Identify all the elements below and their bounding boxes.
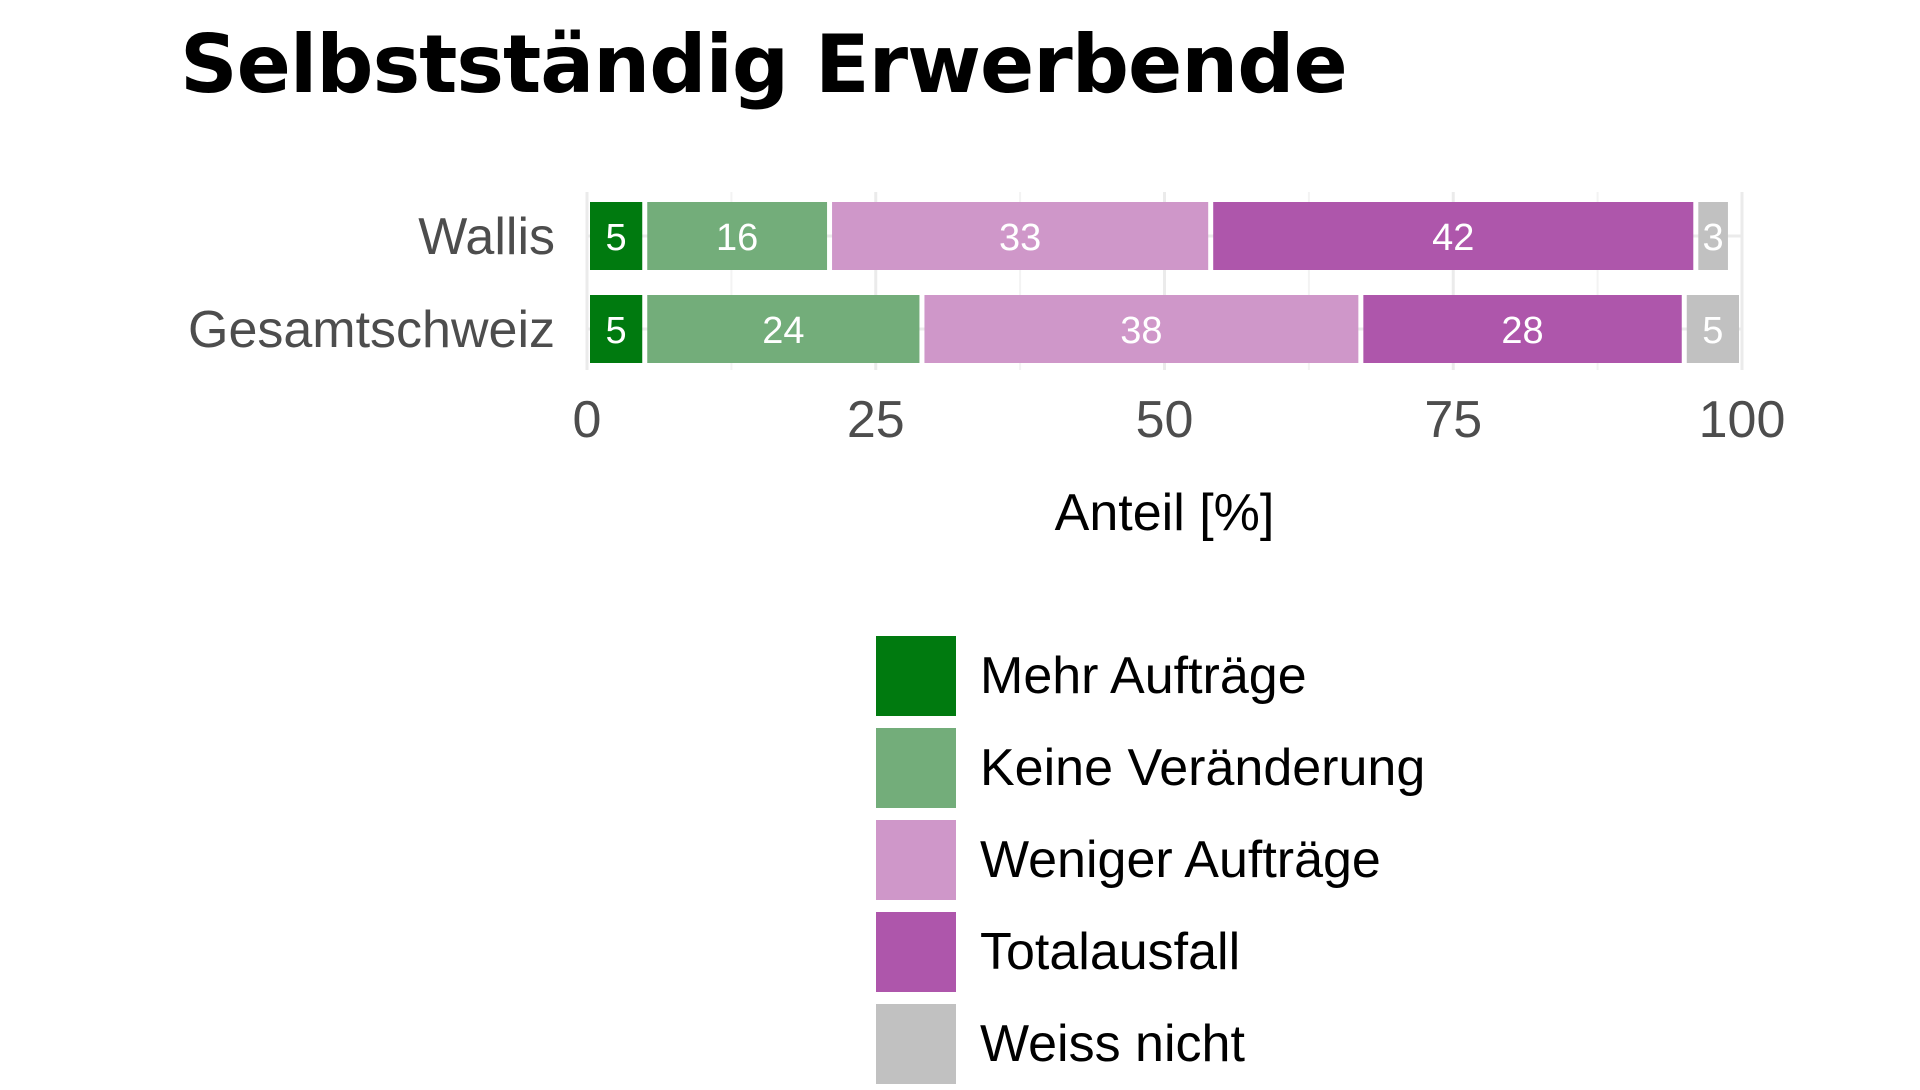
legend-swatch xyxy=(876,636,956,716)
category-label: Wallis xyxy=(418,208,555,266)
bar-segment xyxy=(647,295,920,363)
legend-item: Weniger Aufträge xyxy=(876,814,1425,906)
bar-segment xyxy=(1213,202,1694,270)
bar-value-label: 24 xyxy=(762,310,804,352)
bar-value-label: 16 xyxy=(716,217,758,259)
bar-value-label: 28 xyxy=(1501,310,1543,352)
legend-item: Weiss nicht xyxy=(876,998,1425,1090)
legend-item: Keine Veränderung xyxy=(876,722,1425,814)
legend-label: Mehr Aufträge xyxy=(980,647,1307,705)
x-tick-label: 0 xyxy=(573,391,602,449)
bar-segment xyxy=(647,202,828,270)
bar-segment xyxy=(832,202,1209,270)
legend-label: Keine Veränderung xyxy=(980,739,1426,797)
legend: Mehr Aufträge Keine Veränderung Weniger Au… xyxy=(876,630,1425,1090)
legend-swatch xyxy=(876,1004,956,1084)
bar-value-label: 3 xyxy=(1703,217,1724,259)
legend-item: Mehr Aufträge xyxy=(876,630,1425,722)
category-labels: Wallis Gesamtschweiz xyxy=(188,208,555,359)
legend-item: Totalausfall xyxy=(876,906,1425,998)
bar-value-label: 42 xyxy=(1432,217,1474,259)
x-tick-label: 100 xyxy=(1699,391,1786,449)
bar-value-label: 33 xyxy=(999,217,1041,259)
x-tick-label: 25 xyxy=(847,391,905,449)
bar-value-label: 5 xyxy=(1702,310,1723,352)
x-tick-label: 50 xyxy=(1136,391,1194,449)
x-tick-label: 75 xyxy=(1424,391,1482,449)
x-axis-title: Anteil [%] xyxy=(1055,484,1275,542)
legend-swatch xyxy=(876,728,956,808)
legend-swatch xyxy=(876,820,956,900)
bar-segment xyxy=(924,295,1359,363)
bar-segment xyxy=(1686,295,1739,363)
bar-segment xyxy=(590,295,643,363)
x-tick-labels: 0 25 50 75 100 xyxy=(573,391,1786,449)
legend-label: Weiss nicht xyxy=(980,1015,1245,1073)
bar-segment xyxy=(1363,295,1682,363)
bar-segment xyxy=(590,202,643,270)
legend-label: Weniger Aufträge xyxy=(980,831,1381,889)
bar-layer: 5 16 33 42 3 5 24 38 28 5 xyxy=(590,202,1739,363)
chart-title: Selbstständig Erwerbende xyxy=(180,18,1348,111)
bar-value-label: 5 xyxy=(606,217,627,259)
legend-label: Totalausfall xyxy=(980,923,1241,981)
bar-value-label: 38 xyxy=(1120,310,1162,352)
bar-segment xyxy=(1698,202,1728,270)
category-label: Gesamtschweiz xyxy=(188,301,555,359)
legend-swatch xyxy=(876,912,956,992)
bar-value-label: 5 xyxy=(606,310,627,352)
